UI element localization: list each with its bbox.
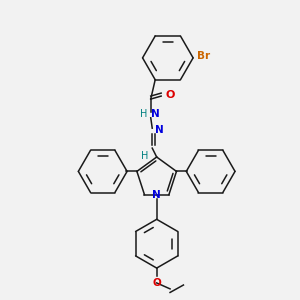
Text: Br: Br	[197, 51, 210, 62]
Text: H: H	[141, 151, 149, 161]
Text: N: N	[155, 125, 164, 135]
Text: O: O	[152, 278, 161, 288]
Text: O: O	[166, 90, 175, 100]
Text: N: N	[151, 109, 160, 119]
Text: H: H	[140, 109, 148, 119]
Text: N: N	[152, 190, 161, 200]
